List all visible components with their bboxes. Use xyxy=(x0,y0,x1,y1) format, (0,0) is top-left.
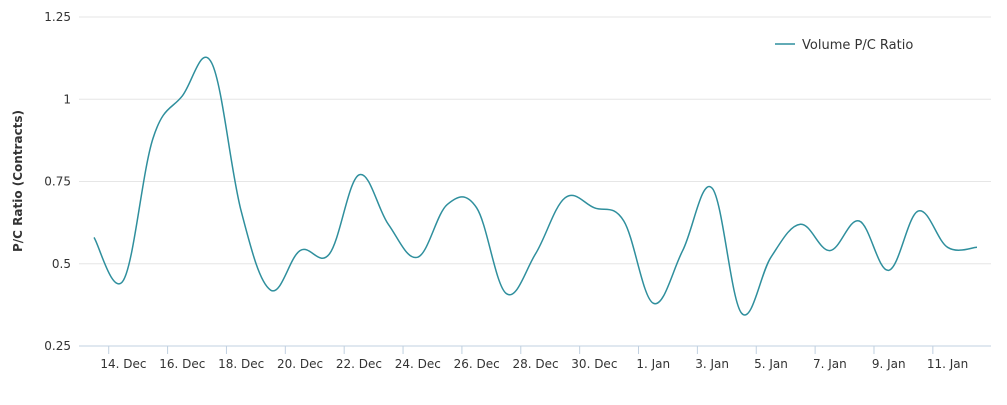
x-tick-label: 26. Dec xyxy=(454,357,500,371)
x-tick-label: 1. Jan xyxy=(636,357,670,371)
x-tick-label: 30. Dec xyxy=(571,357,617,371)
y-axis-title: P/C Ratio (Contracts) xyxy=(11,110,25,252)
x-tick-label: 24. Dec xyxy=(395,357,441,371)
x-tick-label: 28. Dec xyxy=(512,357,558,371)
x-tick-label: 16. Dec xyxy=(159,357,205,371)
x-tick-label: 14. Dec xyxy=(100,357,146,371)
x-tick-label: 5. Jan xyxy=(754,357,788,371)
legend-label: Volume P/C Ratio xyxy=(802,38,913,53)
x-tick-label: 9. Jan xyxy=(872,357,906,371)
series-line xyxy=(93,56,978,316)
x-tick-label: 3. Jan xyxy=(695,357,729,371)
x-tick-label: 20. Dec xyxy=(277,357,323,371)
y-tick-label: 0.5 xyxy=(52,257,71,271)
x-tick-label: 18. Dec xyxy=(218,357,264,371)
y-tick-label: 0.25 xyxy=(44,339,71,353)
y-tick-label: 1 xyxy=(63,92,71,106)
x-tick-label: 22. Dec xyxy=(336,357,382,371)
y-tick-label: 1.25 xyxy=(44,10,71,24)
x-tick-label: 11. Jan xyxy=(927,357,968,371)
y-tick-label: 0.75 xyxy=(44,175,71,189)
x-tick-label: 7. Jan xyxy=(813,357,847,371)
